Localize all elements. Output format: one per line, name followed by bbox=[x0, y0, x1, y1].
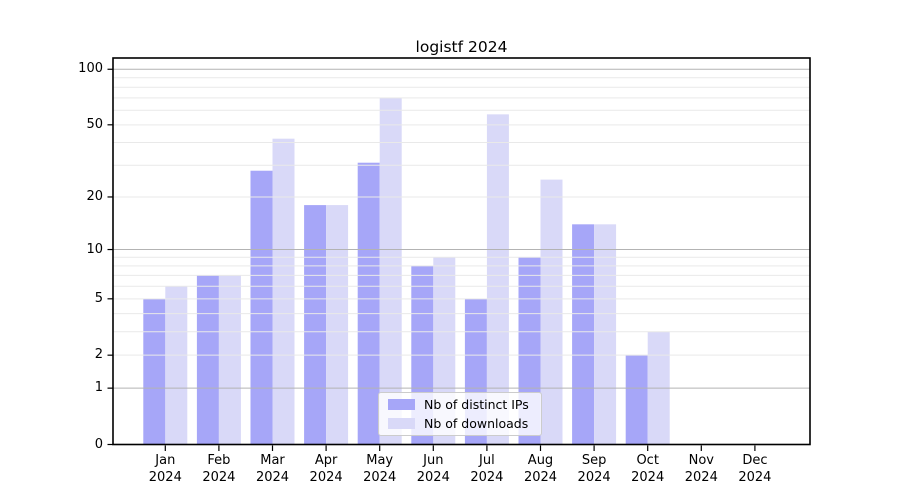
bar-nb-of-distinct-ips-jan-2024 bbox=[143, 298, 166, 445]
bar-nb-of-downloads-aug-2024 bbox=[540, 179, 563, 445]
bar-nb-of-distinct-ips-apr-2024 bbox=[304, 205, 327, 445]
y-tick-label-100: 100 bbox=[78, 61, 103, 77]
y-tick-label-50: 50 bbox=[86, 116, 103, 132]
x-tick-label-dec-2024: Dec 2024 bbox=[738, 453, 772, 485]
legend-label-downloads: Nb of downloads bbox=[424, 416, 529, 431]
x-tick-label-aug-2024: Aug 2024 bbox=[523, 453, 558, 485]
bar-nb-of-distinct-ips-sep-2024 bbox=[572, 224, 595, 445]
x-tick-label-apr-2024: Apr 2024 bbox=[309, 453, 343, 485]
legend-label-distinct-ips: Nb of distinct IPs bbox=[424, 397, 529, 412]
plot-border bbox=[112, 57, 811, 446]
bar-nb-of-distinct-ips-mar-2024 bbox=[250, 170, 273, 445]
bar-nb-of-downloads-mar-2024 bbox=[272, 138, 295, 445]
bar-nb-of-downloads-apr-2024 bbox=[326, 205, 349, 445]
bar-nb-of-downloads-jan-2024 bbox=[165, 286, 188, 445]
x-tick-label-nov-2024: Nov 2024 bbox=[684, 453, 718, 485]
bar-nb-of-downloads-feb-2024 bbox=[218, 275, 241, 445]
y-tick-label-1: 1 bbox=[94, 380, 103, 396]
x-tick-label-jul-2024: Jul 2024 bbox=[470, 453, 504, 485]
y-tick-label-5: 5 bbox=[94, 290, 103, 306]
bar-nb-of-downloads-sep-2024 bbox=[594, 224, 617, 445]
chart-title: logistf 2024 bbox=[415, 38, 508, 56]
y-tick-label-20: 20 bbox=[86, 188, 103, 204]
x-tick-label-sep-2024: Sep 2024 bbox=[577, 453, 611, 485]
y-tick-label-10: 10 bbox=[86, 241, 103, 257]
x-tick-label-mar-2024: Mar 2024 bbox=[255, 453, 290, 485]
legend: Nb of distinct IPs Nb of downloads bbox=[378, 392, 542, 436]
x-tick-label-jan-2024: Jan 2024 bbox=[148, 453, 182, 485]
bar-nb-of-distinct-ips-oct-2024 bbox=[625, 355, 648, 445]
y-tick-label-0: 0 bbox=[94, 436, 103, 452]
x-tick-label-may-2024: May 2024 bbox=[363, 453, 397, 485]
x-tick-label-jun-2024: Jun 2024 bbox=[416, 453, 450, 485]
bar-nb-of-downloads-may-2024 bbox=[379, 97, 402, 445]
x-tick-label-oct-2024: Oct 2024 bbox=[631, 453, 665, 485]
bar-nb-of-distinct-ips-may-2024 bbox=[357, 162, 380, 445]
legend-row-downloads: Nb of downloads bbox=[388, 414, 541, 433]
legend-swatch-distinct-ips bbox=[388, 399, 415, 410]
bar-nb-of-distinct-ips-feb-2024 bbox=[196, 275, 219, 445]
legend-row-distinct-ips: Nb of distinct IPs bbox=[388, 395, 541, 414]
y-tick-label-2: 2 bbox=[94, 347, 103, 363]
x-tick-label-feb-2024: Feb 2024 bbox=[202, 453, 236, 485]
legend-swatch-downloads bbox=[388, 418, 415, 429]
